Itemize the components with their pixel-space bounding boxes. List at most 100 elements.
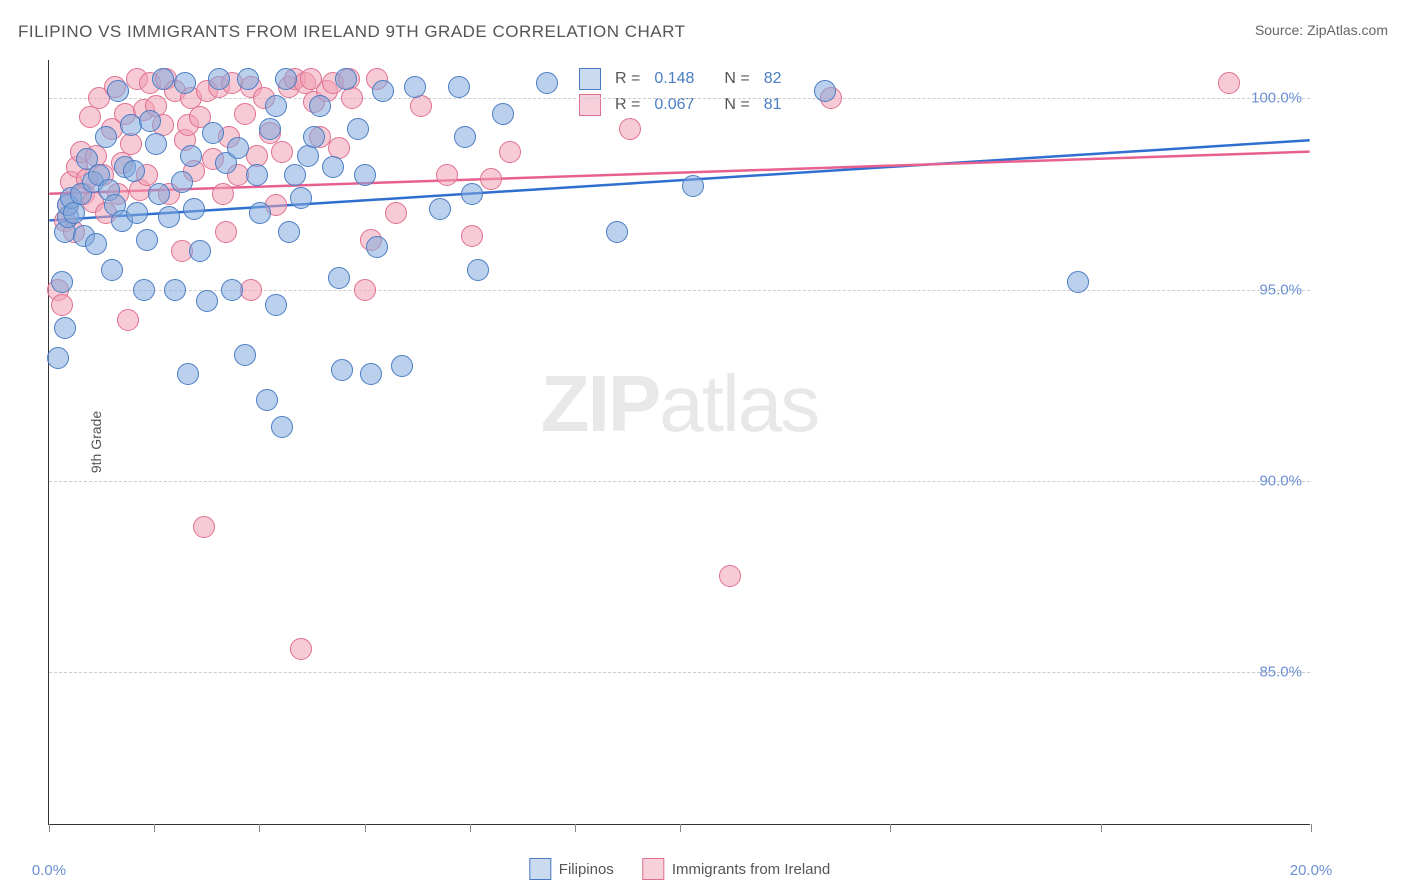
chart-title: FILIPINO VS IMMIGRANTS FROM IRELAND 9TH … [18, 22, 686, 42]
scatter-point [249, 202, 271, 224]
scatter-point [85, 233, 107, 255]
scatter-point [164, 279, 186, 301]
scatter-point [95, 126, 117, 148]
scatter-point [492, 103, 514, 125]
scatter-point [360, 363, 382, 385]
n-label: N = [724, 70, 749, 88]
legend-label: Filipinos [559, 861, 614, 878]
scatter-point [158, 206, 180, 228]
gridline-h [49, 481, 1310, 482]
legend-item-ireland: Immigrants from Ireland [642, 858, 830, 880]
scatter-point [335, 68, 357, 90]
scatter-point [354, 279, 376, 301]
ytick-label: 100.0% [1251, 90, 1302, 107]
xtick-label: 20.0% [1290, 862, 1333, 879]
scatter-point [606, 221, 628, 243]
scatter-point [212, 183, 234, 205]
scatter-point [117, 309, 139, 331]
scatter-point [123, 160, 145, 182]
chart-container: FILIPINO VS IMMIGRANTS FROM IRELAND 9TH … [0, 0, 1406, 892]
xtick-mark [1311, 824, 1312, 832]
watermark-atlas: atlas [659, 359, 818, 448]
scatter-point [177, 363, 199, 385]
scatter-point [193, 516, 215, 538]
r-label: R = [615, 70, 640, 88]
xtick-mark [154, 824, 155, 832]
scatter-point [189, 240, 211, 262]
scatter-point [234, 344, 256, 366]
watermark: ZIPatlas [541, 358, 818, 450]
scatter-point [719, 565, 741, 587]
scatter-point [619, 118, 641, 140]
scatter-point [366, 236, 388, 258]
scatter-point [47, 347, 69, 369]
scatter-point [1218, 72, 1240, 94]
ytick-label: 95.0% [1259, 281, 1302, 298]
xtick-mark [259, 824, 260, 832]
xtick-mark [680, 824, 681, 832]
xtick-mark [890, 824, 891, 832]
scatter-point [480, 168, 502, 190]
scatter-point [174, 72, 196, 94]
xtick-mark [575, 824, 576, 832]
scatter-point [136, 229, 158, 251]
scatter-point [461, 225, 483, 247]
scatter-point [79, 106, 101, 128]
scatter-point [208, 68, 230, 90]
legend-row-blue: R = 0.148 N = 82 [579, 66, 781, 92]
scatter-point [309, 95, 331, 117]
scatter-point [237, 68, 259, 90]
scatter-point [461, 183, 483, 205]
legend-row-pink: R = 0.067 N = 81 [579, 92, 781, 118]
scatter-point [183, 198, 205, 220]
scatter-point [145, 133, 167, 155]
scatter-point [271, 416, 293, 438]
n-value-blue: 82 [764, 70, 782, 88]
scatter-point [372, 80, 394, 102]
scatter-point [259, 118, 281, 140]
scatter-point [448, 76, 470, 98]
legend-swatch-blue [529, 858, 551, 880]
scatter-point [1067, 271, 1089, 293]
scatter-point [404, 76, 426, 98]
scatter-point [341, 87, 363, 109]
gridline-h [49, 98, 1310, 99]
xtick-mark [1101, 824, 1102, 832]
scatter-point [171, 171, 193, 193]
scatter-point [152, 68, 174, 90]
r-value-blue: 0.148 [654, 70, 706, 88]
scatter-point [101, 259, 123, 281]
scatter-point [454, 126, 476, 148]
scatter-point [180, 145, 202, 167]
xtick-label: 0.0% [32, 862, 66, 879]
watermark-zip: ZIP [541, 359, 659, 448]
scatter-point [322, 156, 344, 178]
scatter-point [271, 141, 293, 163]
xtick-mark [49, 824, 50, 832]
scatter-point [278, 221, 300, 243]
scatter-point [120, 133, 142, 155]
scatter-point [429, 198, 451, 220]
scatter-point [328, 267, 350, 289]
scatter-point [290, 187, 312, 209]
scatter-point [391, 355, 413, 377]
scatter-point [196, 290, 218, 312]
scatter-point [410, 95, 432, 117]
plot-area: 9th Grade ZIPatlas R = 0.148 N = 82 R = … [48, 60, 1310, 825]
scatter-point [51, 271, 73, 293]
gridline-h [49, 672, 1310, 673]
scatter-point [499, 141, 521, 163]
scatter-point [347, 118, 369, 140]
scatter-point [682, 175, 704, 197]
scatter-point [139, 110, 161, 132]
scatter-point [54, 317, 76, 339]
scatter-point [284, 164, 306, 186]
scatter-point [385, 202, 407, 224]
scatter-point [126, 202, 148, 224]
legend-label: Immigrants from Ireland [672, 861, 830, 878]
scatter-point [240, 279, 262, 301]
xtick-mark [365, 824, 366, 832]
legend-swatch-pink [642, 858, 664, 880]
ytick-label: 85.0% [1259, 664, 1302, 681]
scatter-point [275, 68, 297, 90]
